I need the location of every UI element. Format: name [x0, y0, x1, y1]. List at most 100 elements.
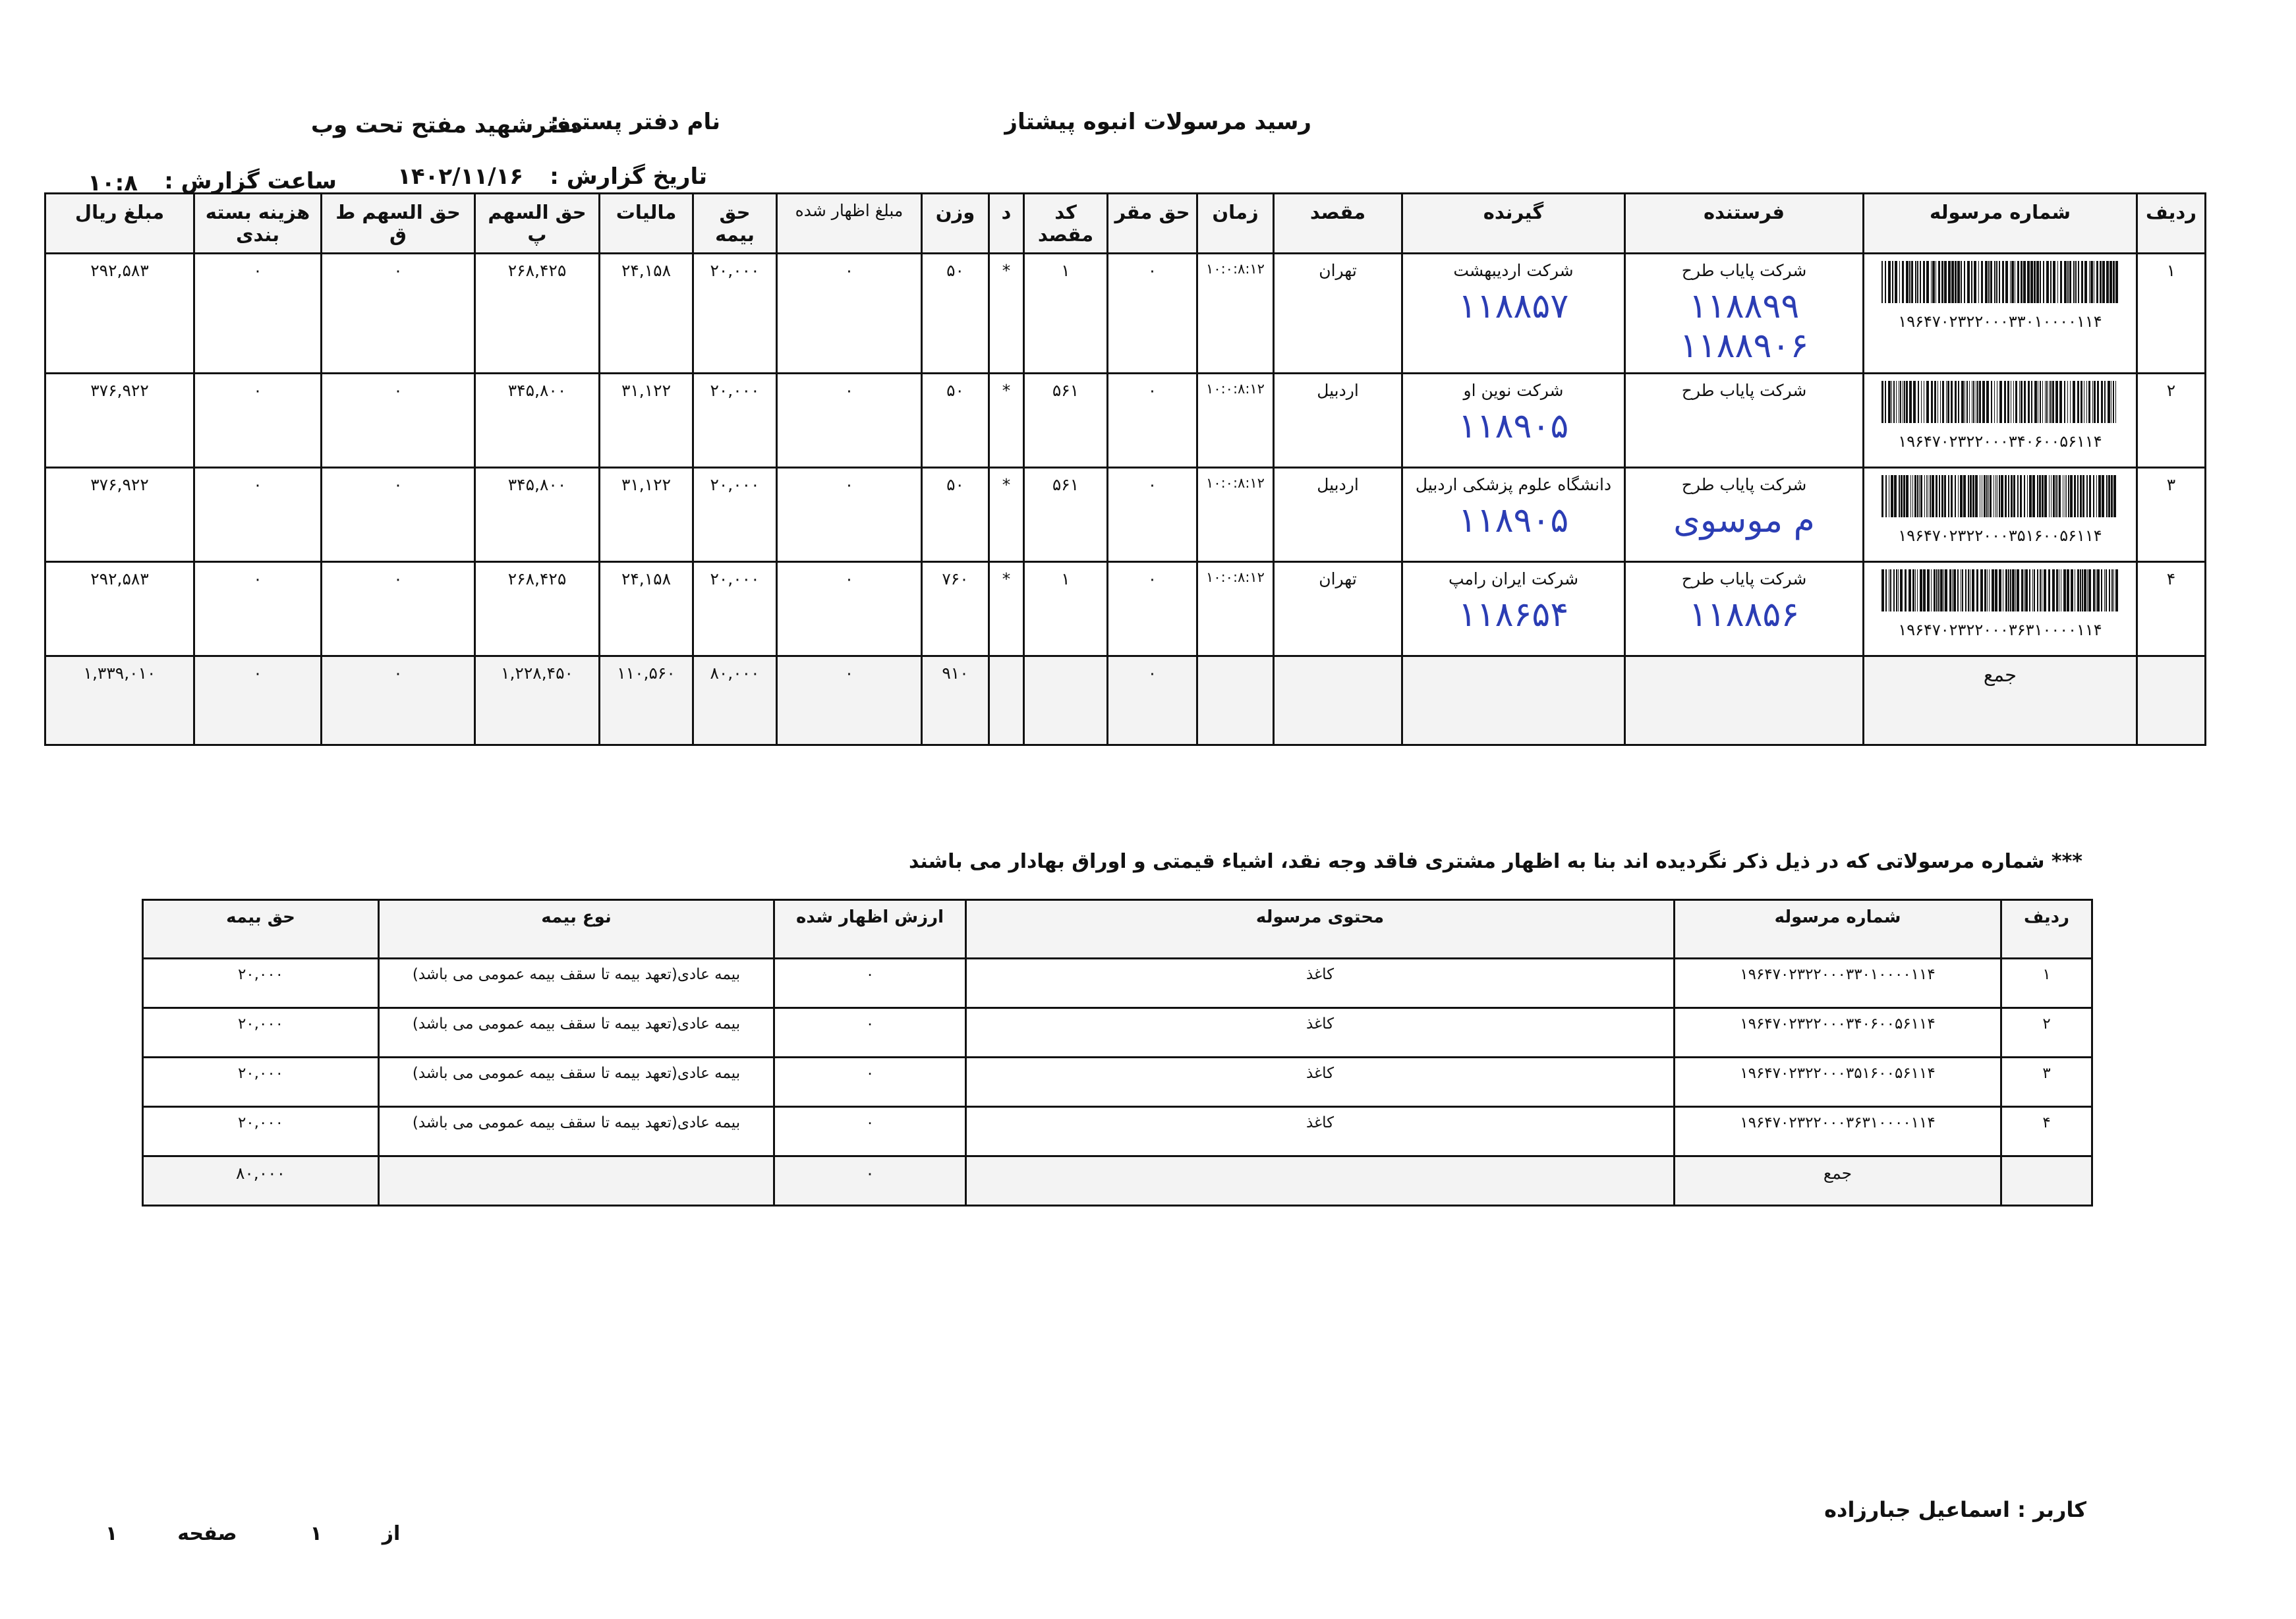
cell-value: ۰: [253, 381, 262, 400]
total-tracking: جمع: [1673, 1155, 2002, 1207]
cell-value: بیمه عادی(تعهد بیمه تا سقف بیمه عمومی می…: [412, 966, 741, 983]
cell-value: کاغذ: [1306, 1114, 1335, 1131]
cell-value: ۳۴۵,۸۰۰: [507, 381, 567, 400]
time-label: ساعت گزارش :: [164, 168, 337, 194]
cell-value: ۰: [393, 381, 403, 400]
total-premium: ۸۰,۰۰۰: [142, 1155, 380, 1207]
total-dest-code: [1023, 655, 1108, 746]
tracking-number: ۱۹۶۴۷۰۲۳۲۲۰۰۰۳۴۰۶۰۰۵۶۱۱۴: [1898, 432, 2102, 451]
total-base-fee: ۰: [1106, 655, 1198, 746]
cell-value: ۰: [844, 381, 854, 400]
total-share-p: ۱,۲۲۸,۴۵۰: [474, 655, 600, 746]
column-header: حق السهم ط ق: [320, 192, 476, 254]
cell-premium: ۲۰,۰۰۰: [142, 1106, 380, 1157]
cell-insurance: ۲۰,۰۰۰: [692, 252, 778, 374]
column-header: فرستنده: [1624, 192, 1864, 254]
cell-dest-code: ۵۶۱: [1023, 467, 1108, 563]
cell-value: ۰: [865, 1065, 875, 1082]
cell-value: تهران: [1319, 569, 1357, 588]
cell-row: ۳: [2000, 1056, 2093, 1108]
cell-value: ۰: [865, 1114, 875, 1131]
cell-row: ۱: [2136, 252, 2206, 374]
cell-tax: ۲۴,۱۵۸: [598, 561, 694, 657]
cell-value: ۱۹۶۴۷۰۲۳۲۲۰۰۰۳۶۳۱۰۰۰۰۱۱۴: [1740, 1114, 1936, 1131]
cell-value: ۳۴۵,۸۰۰: [507, 475, 567, 494]
cell-value: اردبیل: [1317, 475, 1359, 494]
total-weight: ۹۱۰: [921, 655, 990, 746]
date-label: تاریخ گزارش :: [550, 163, 707, 190]
cell-share-p: ۲۶۸,۴۲۵: [474, 561, 600, 657]
cell-dest-code: ۱: [1023, 252, 1108, 374]
table-row: ۱ ۱۹۶۴۷۰۲۳۲۲۰۰۰۳۳۰۱۰۰۰۰۱۱۴ شرکت پایاب طرح ۱…: [44, 252, 2206, 374]
cell-value: ۵۰: [946, 261, 964, 280]
column-header: محتوی مرسوله: [965, 899, 1675, 959]
cell-value: ۰: [865, 1015, 875, 1033]
declaration-note: *** شماره مرسولاتی که در ذیل ذکر نگردیده…: [909, 850, 2082, 873]
cell-value: ۲۶۸,۴۲۵: [507, 261, 567, 280]
time-value: ۱۰:۸: [88, 170, 138, 196]
total-value: جمع: [1983, 664, 2017, 686]
cell-sender: شرکت پایاب طرح ۱۱۸۸۹۹ ۱۱۸۸۹۰۶: [1624, 252, 1864, 374]
cell-value: ۰: [253, 261, 262, 280]
column-header: زمان: [1196, 192, 1275, 254]
handwritten-note: م موسوی: [1673, 501, 1815, 540]
cell-share-p: ۳۴۵,۸۰۰: [474, 372, 600, 469]
total-row: [2000, 1155, 2093, 1207]
table-row: ۳ ۱۹۶۴۷۰۲۳۲۲۰۰۰۳۵۱۶۰۰۵۶۱۱۴ کاغذ ۰ بیمه عادی(…: [142, 1056, 2093, 1108]
column-header: مالیات: [598, 192, 694, 254]
cell-weight: ۵۰: [921, 252, 990, 374]
total-value: ۱,۲۲۸,۴۵۰: [501, 664, 573, 683]
cell-value: ۰: [844, 261, 854, 280]
tracking-number: ۱۹۶۴۷۰۲۳۲۲۰۰۰۳۳۰۱۰۰۰۰۱۱۴: [1898, 312, 2102, 331]
total-insurance: ۸۰,۰۰۰: [692, 655, 778, 746]
receiver-name: شرکت اردیبهشت: [1453, 261, 1574, 280]
cell-value: ۱۹۶۴۷۰۲۳۲۲۰۰۰۳۴۰۶۰۰۵۶۱۱۴: [1740, 1015, 1936, 1033]
receiver-name: دانشگاه علوم پزشکی اردبیل: [1415, 475, 1612, 494]
cell-value: ۳۷۶,۹۲۲: [90, 381, 149, 400]
cell-row: ۲: [2136, 372, 2206, 469]
total-row: جمع ۰ ۸۰,۰۰۰: [142, 1155, 2093, 1207]
cell-value: ۵۰: [946, 475, 964, 494]
cell-content: کاغذ: [965, 1106, 1675, 1157]
cell-value: ۵۶۱: [1052, 381, 1079, 400]
cell-d: *: [988, 372, 1025, 469]
tracking-number: ۱۹۶۴۷۰۲۳۲۲۰۰۰۳۵۱۶۰۰۵۶۱۱۴: [1898, 526, 2102, 545]
cell-share-tq: ۰: [320, 252, 476, 374]
cell-share-p: ۳۴۵,۸۰۰: [474, 467, 600, 563]
page-indicator: ۱ از ۱ صفحه: [105, 1522, 400, 1545]
cell-value: ۰: [393, 261, 403, 280]
column-header: حق مقر: [1106, 192, 1198, 254]
cell-row: ۲: [2000, 1007, 2093, 1058]
column-header: مبلغ اظهار شده: [776, 192, 923, 254]
cell-value: کاغذ: [1306, 1065, 1335, 1082]
cell-value: ۱۹۶۴۷۰۲۳۲۲۰۰۰۳۳۰۱۰۰۰۰۱۱۴: [1740, 966, 1936, 983]
cell-weight: ۷۶۰: [921, 561, 990, 657]
column-header: حق بیمه: [142, 899, 380, 959]
cell-value: ۱: [2042, 966, 2051, 983]
cell-value: ۲: [2042, 1015, 2051, 1033]
cell-tax: ۳۱,۱۲۲: [598, 372, 694, 469]
cell-value: کاغذ: [1306, 1015, 1335, 1033]
cell-value: ۲۴,۱۵۸: [621, 261, 672, 280]
cell-type: بیمه عادی(تعهد بیمه تا سقف بیمه عمومی می…: [378, 957, 775, 1009]
total-declared: ۰: [773, 1155, 967, 1207]
total-value: ۱,۳۳۹,۰۱۰: [83, 664, 156, 683]
cell-value: تهران: [1319, 261, 1357, 280]
cell-value: ۰: [1147, 381, 1157, 400]
cell-declared: ۰: [776, 372, 923, 469]
cell-type: بیمه عادی(تعهد بیمه تا سقف بیمه عمومی می…: [378, 1007, 775, 1058]
cell-destination: تهران: [1273, 561, 1403, 657]
cell-tracking: ۱۹۶۴۷۰۲۳۲۲۰۰۰۳۴۰۶۰۰۵۶۱۱۴: [1673, 1007, 2002, 1058]
cell-value: ۰: [253, 569, 262, 588]
total-value: ۰: [1147, 664, 1157, 683]
barcode-icon: [1881, 569, 2118, 611]
cell-value: *: [1002, 381, 1011, 400]
cell-insurance: ۲۰,۰۰۰: [692, 467, 778, 563]
total-value: ۰: [253, 664, 262, 683]
cell-tracking: ۱۹۶۴۷۰۲۳۲۲۰۰۰۳۴۰۶۰۰۵۶۱۱۴: [1862, 372, 2138, 469]
cell-base-fee: ۰: [1106, 372, 1198, 469]
cell-tracking: ۱۹۶۴۷۰۲۳۲۲۰۰۰۳۶۳۱۰۰۰۰۱۱۴: [1673, 1106, 2002, 1157]
receiver-name: شرکت ایران رامپ: [1448, 569, 1579, 588]
user-name: کاربر : اسماعیل جبارزاده: [1824, 1497, 2086, 1522]
sender-name: شرکت پایاب طرح: [1681, 569, 1807, 588]
